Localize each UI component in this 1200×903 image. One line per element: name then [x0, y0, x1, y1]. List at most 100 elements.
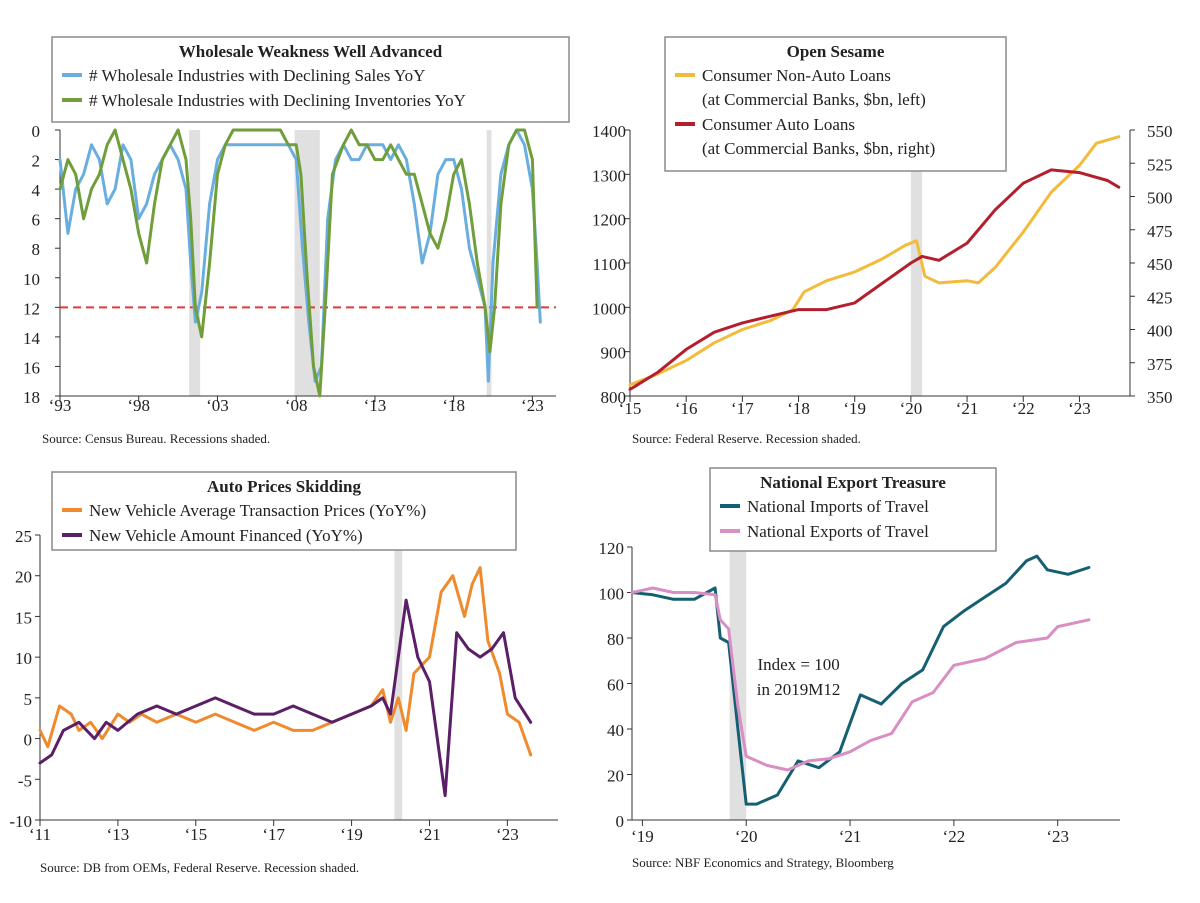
series-2-point [507, 143, 510, 146]
chart-3: ‘11 ‘13 ‘15 ‘17 ‘19 ‘21 ‘23 -10 -5 0 5 10 15 20 25 Auto… [9, 471, 558, 875]
series-1-point [937, 281, 941, 285]
recession-shade [729, 547, 747, 820]
y2-tick-label: 425 [1147, 288, 1173, 307]
legend-label: # Wholesale Industries with Declining Sa… [89, 66, 425, 85]
series-2-point [93, 737, 96, 740]
series-2-point [515, 128, 518, 132]
series-2-point [200, 335, 203, 339]
x-tick-label: ‘20 [900, 399, 923, 418]
x-tick-label: ‘17 [731, 399, 754, 418]
y-tick-label: 8 [32, 240, 41, 259]
x-tick-label: ‘21 [418, 825, 441, 844]
series-2-point [807, 759, 810, 763]
series-1-point [713, 586, 717, 590]
x-tick-label: ‘13 [364, 396, 387, 415]
series-2-point [741, 321, 744, 325]
series-2-point [476, 261, 479, 265]
series-2-point [58, 187, 62, 191]
y-tick-label: 12 [23, 299, 40, 318]
series-2-point [98, 173, 101, 176]
series-2-point [318, 394, 321, 398]
series-2-point [1078, 171, 1081, 174]
series-1-point [915, 239, 918, 242]
x-tick-label: ‘16 [675, 399, 698, 418]
series-2-point [490, 647, 493, 651]
x-tick-label: ‘93 [49, 396, 72, 415]
series-1-point [66, 232, 70, 235]
series-1-point [77, 729, 81, 732]
series-2-point [350, 712, 353, 716]
series-1-point [1087, 566, 1091, 569]
y-tick-label: 900 [601, 344, 627, 363]
series-line-2 [38, 598, 533, 798]
series-2-point [529, 721, 532, 724]
series-1-point [1066, 573, 1070, 576]
series-1-point [301, 247, 304, 250]
series-1-point [539, 320, 542, 324]
series-1-point [487, 380, 490, 383]
series-2-point [994, 208, 997, 211]
series-1-point [1035, 554, 1039, 558]
x-tick-label: ‘03 [206, 396, 229, 415]
series-1-point [977, 281, 980, 285]
recession-shade [486, 130, 492, 396]
series-2-point [295, 143, 298, 146]
series-2-point [523, 128, 526, 132]
series-2-point [175, 712, 178, 716]
series-2-point [514, 696, 517, 700]
series-1-point [397, 143, 400, 146]
series-2-point [436, 247, 440, 250]
series-1-point [214, 712, 217, 716]
legend-box [664, 36, 1007, 172]
series-2-point [416, 655, 419, 659]
series-1-point [880, 702, 883, 706]
series-1-point [506, 712, 509, 716]
series-2-point [404, 598, 408, 602]
series-2-point [651, 586, 654, 590]
series-2-point [233, 704, 236, 708]
series-1-point [137, 217, 140, 220]
series-2-point [656, 370, 660, 374]
series-2-point [797, 308, 800, 311]
series-2-point [381, 696, 384, 700]
series-2-point [299, 173, 303, 176]
series-1-point [1078, 164, 1081, 167]
x-tick-label: ‘23 [496, 825, 519, 844]
y-tick-label: 80 [607, 630, 624, 649]
series-2-point [90, 187, 93, 191]
series-2-point [828, 757, 831, 760]
series-1-point [463, 615, 466, 618]
y-tick-label: 5 [24, 690, 33, 709]
series-2-point [169, 143, 172, 146]
series-1-point [776, 793, 779, 797]
legend-label: New Vehicle Average Transaction Prices (… [89, 501, 426, 520]
series-2-point [444, 217, 447, 220]
series-1-point [769, 319, 772, 322]
series-2-point [253, 712, 256, 716]
series-1-point [755, 802, 758, 806]
series-1-point [983, 595, 987, 599]
y-tick-label: 0 [32, 122, 41, 141]
series-2-point [331, 173, 334, 176]
series-2-point [869, 739, 872, 742]
chart-title: Auto Prices Skidding [207, 477, 361, 496]
x-tick-label: ‘17 [262, 825, 285, 844]
series-2-point [428, 232, 432, 235]
y-tick-label: -5 [18, 771, 32, 790]
y2-tick-label: 450 [1147, 255, 1173, 274]
series-1-point [994, 266, 997, 269]
series-1-point [311, 729, 314, 732]
x-tick-label: ‘15 [619, 399, 642, 418]
series-1-point [200, 291, 203, 294]
series-1-point [1022, 230, 1025, 234]
series-1-point [672, 598, 675, 601]
series-1-point [90, 143, 93, 146]
series-1-point [413, 202, 416, 206]
series-line-2 [628, 168, 1121, 391]
series-1-point [451, 574, 454, 577]
series-2-point [381, 158, 384, 161]
y2-tick-label: 550 [1147, 122, 1173, 141]
series-1-point [389, 158, 392, 161]
legend-label: National Imports of Travel [747, 497, 929, 516]
series-1-point [486, 639, 490, 643]
